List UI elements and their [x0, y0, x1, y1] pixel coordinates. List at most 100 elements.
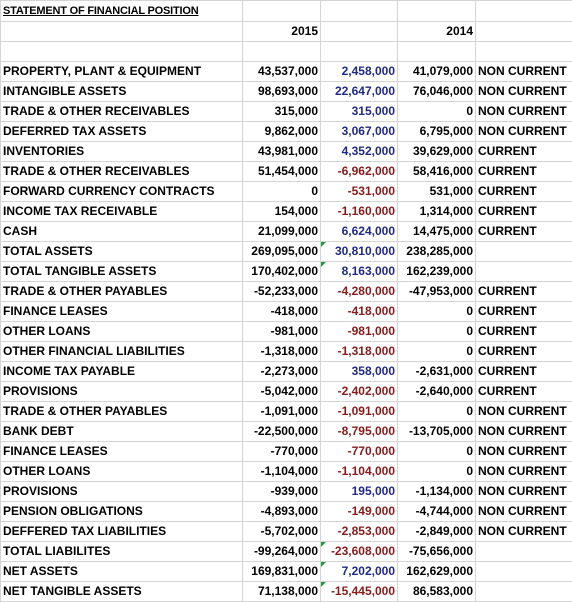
classification-cell[interactable]: NON CURRENT: [475, 401, 572, 422]
value-2015-cell[interactable]: -939,000: [242, 481, 321, 502]
change-cell[interactable]: -531,000: [320, 181, 398, 202]
value-2014-cell[interactable]: 41,079,000: [397, 61, 476, 82]
line-item-label[interactable]: INCOME TAX RECEIVABLE: [0, 201, 243, 222]
classification-cell[interactable]: [475, 561, 572, 582]
change-cell[interactable]: 22,647,000: [320, 81, 398, 102]
value-2015-cell[interactable]: -52,233,000: [242, 281, 321, 302]
change-cell[interactable]: 3,067,000: [320, 121, 398, 142]
line-item-label[interactable]: BANK DEBT: [0, 421, 243, 442]
change-cell[interactable]: -23,608,000: [320, 541, 398, 562]
empty-cell[interactable]: [0, 21, 243, 42]
line-item-label[interactable]: PROVISIONS: [0, 481, 243, 502]
value-2015-cell[interactable]: -770,000: [242, 441, 321, 462]
classification-cell[interactable]: [475, 241, 572, 262]
value-2015-cell[interactable]: 169,831,000: [242, 561, 321, 582]
change-cell[interactable]: -15,445,000: [320, 581, 398, 602]
change-cell[interactable]: 358,000: [320, 361, 398, 382]
classification-cell[interactable]: NON CURRENT: [475, 461, 572, 482]
change-cell[interactable]: 4,352,000: [320, 141, 398, 162]
change-cell[interactable]: -1,160,000: [320, 201, 398, 222]
value-2014-cell[interactable]: 0: [397, 401, 476, 422]
line-item-label[interactable]: TOTAL ASSETS: [0, 241, 243, 262]
value-2015-cell[interactable]: -1,091,000: [242, 401, 321, 422]
line-item-label[interactable]: DEFFERED TAX LIABILITIES: [0, 521, 243, 542]
year-2015-header[interactable]: 2015: [242, 21, 321, 42]
classification-cell[interactable]: [475, 581, 572, 602]
line-item-label[interactable]: TRADE & OTHER PAYABLES: [0, 281, 243, 302]
change-cell[interactable]: -981,000: [320, 321, 398, 342]
line-item-label[interactable]: TRADE & OTHER RECEIVABLES: [0, 161, 243, 182]
empty-cell[interactable]: [475, 21, 572, 42]
line-item-label[interactable]: FINANCE LEASES: [0, 301, 243, 322]
classification-cell[interactable]: CURRENT: [475, 221, 572, 242]
change-cell[interactable]: -770,000: [320, 441, 398, 462]
change-cell[interactable]: -2,853,000: [320, 521, 398, 542]
value-2015-cell[interactable]: -981,000: [242, 321, 321, 342]
change-cell[interactable]: 30,810,000: [320, 241, 398, 262]
value-2014-cell[interactable]: -2,640,000: [397, 381, 476, 402]
value-2015-cell[interactable]: -418,000: [242, 301, 321, 322]
line-item-label[interactable]: FORWARD CURRENCY CONTRACTS: [0, 181, 243, 202]
value-2014-cell[interactable]: 531,000: [397, 181, 476, 202]
change-cell[interactable]: -1,091,000: [320, 401, 398, 422]
value-2015-cell[interactable]: -2,273,000: [242, 361, 321, 382]
change-cell[interactable]: -1,104,000: [320, 461, 398, 482]
empty-cell[interactable]: [397, 41, 476, 62]
classification-cell[interactable]: NON CURRENT: [475, 501, 572, 522]
line-item-label[interactable]: INTANGIBLE ASSETS: [0, 81, 243, 102]
value-2014-cell[interactable]: 86,583,000: [397, 581, 476, 602]
value-2014-cell[interactable]: 238,285,000: [397, 241, 476, 262]
change-cell[interactable]: 8,163,000: [320, 261, 398, 282]
classification-cell[interactable]: CURRENT: [475, 161, 572, 182]
empty-cell[interactable]: [475, 41, 572, 62]
value-2014-cell[interactable]: -2,849,000: [397, 521, 476, 542]
line-item-label[interactable]: CASH: [0, 221, 243, 242]
line-item-label[interactable]: TRADE & OTHER RECEIVABLES: [0, 101, 243, 122]
value-2015-cell[interactable]: -4,893,000: [242, 501, 321, 522]
classification-cell[interactable]: CURRENT: [475, 141, 572, 162]
value-2014-cell[interactable]: 39,629,000: [397, 141, 476, 162]
line-item-label[interactable]: PROVISIONS: [0, 381, 243, 402]
line-item-label[interactable]: OTHER LOANS: [0, 461, 243, 482]
line-item-label[interactable]: PROPERTY, PLANT & EQUIPMENT: [0, 61, 243, 82]
change-cell[interactable]: -2,402,000: [320, 381, 398, 402]
line-item-label[interactable]: TRADE & OTHER PAYABLES: [0, 401, 243, 422]
change-cell[interactable]: -8,795,000: [320, 421, 398, 442]
change-cell[interactable]: 6,624,000: [320, 221, 398, 242]
value-2015-cell[interactable]: 154,000: [242, 201, 321, 222]
empty-cell[interactable]: [320, 0, 398, 22]
value-2015-cell[interactable]: 98,693,000: [242, 81, 321, 102]
value-2015-cell[interactable]: 315,000: [242, 101, 321, 122]
classification-cell[interactable]: [475, 261, 572, 282]
classification-cell[interactable]: NON CURRENT: [475, 521, 572, 542]
empty-cell[interactable]: [320, 41, 398, 62]
value-2014-cell[interactable]: 0: [397, 301, 476, 322]
classification-cell[interactable]: NON CURRENT: [475, 61, 572, 82]
value-2014-cell[interactable]: -75,656,000: [397, 541, 476, 562]
value-2014-cell[interactable]: 14,475,000: [397, 221, 476, 242]
value-2014-cell[interactable]: 0: [397, 101, 476, 122]
classification-cell[interactable]: CURRENT: [475, 301, 572, 322]
value-2014-cell[interactable]: 0: [397, 341, 476, 362]
classification-cell[interactable]: NON CURRENT: [475, 121, 572, 142]
value-2015-cell[interactable]: -99,264,000: [242, 541, 321, 562]
value-2015-cell[interactable]: -1,104,000: [242, 461, 321, 482]
change-cell[interactable]: -1,318,000: [320, 341, 398, 362]
value-2014-cell[interactable]: -1,134,000: [397, 481, 476, 502]
line-item-label[interactable]: FINANCE LEASES: [0, 441, 243, 462]
empty-cell[interactable]: [320, 21, 398, 42]
classification-cell[interactable]: CURRENT: [475, 321, 572, 342]
value-2014-cell[interactable]: 0: [397, 321, 476, 342]
empty-cell[interactable]: [397, 0, 476, 22]
value-2014-cell[interactable]: -4,744,000: [397, 501, 476, 522]
value-2014-cell[interactable]: 0: [397, 461, 476, 482]
classification-cell[interactable]: NON CURRENT: [475, 81, 572, 102]
value-2014-cell[interactable]: -2,631,000: [397, 361, 476, 382]
value-2014-cell[interactable]: 76,046,000: [397, 81, 476, 102]
value-2014-cell[interactable]: 0: [397, 441, 476, 462]
value-2015-cell[interactable]: 51,454,000: [242, 161, 321, 182]
value-2014-cell[interactable]: 58,416,000: [397, 161, 476, 182]
empty-cell[interactable]: [242, 0, 321, 22]
line-item-label[interactable]: NET TANGIBLE ASSETS: [0, 581, 243, 602]
classification-cell[interactable]: NON CURRENT: [475, 421, 572, 442]
